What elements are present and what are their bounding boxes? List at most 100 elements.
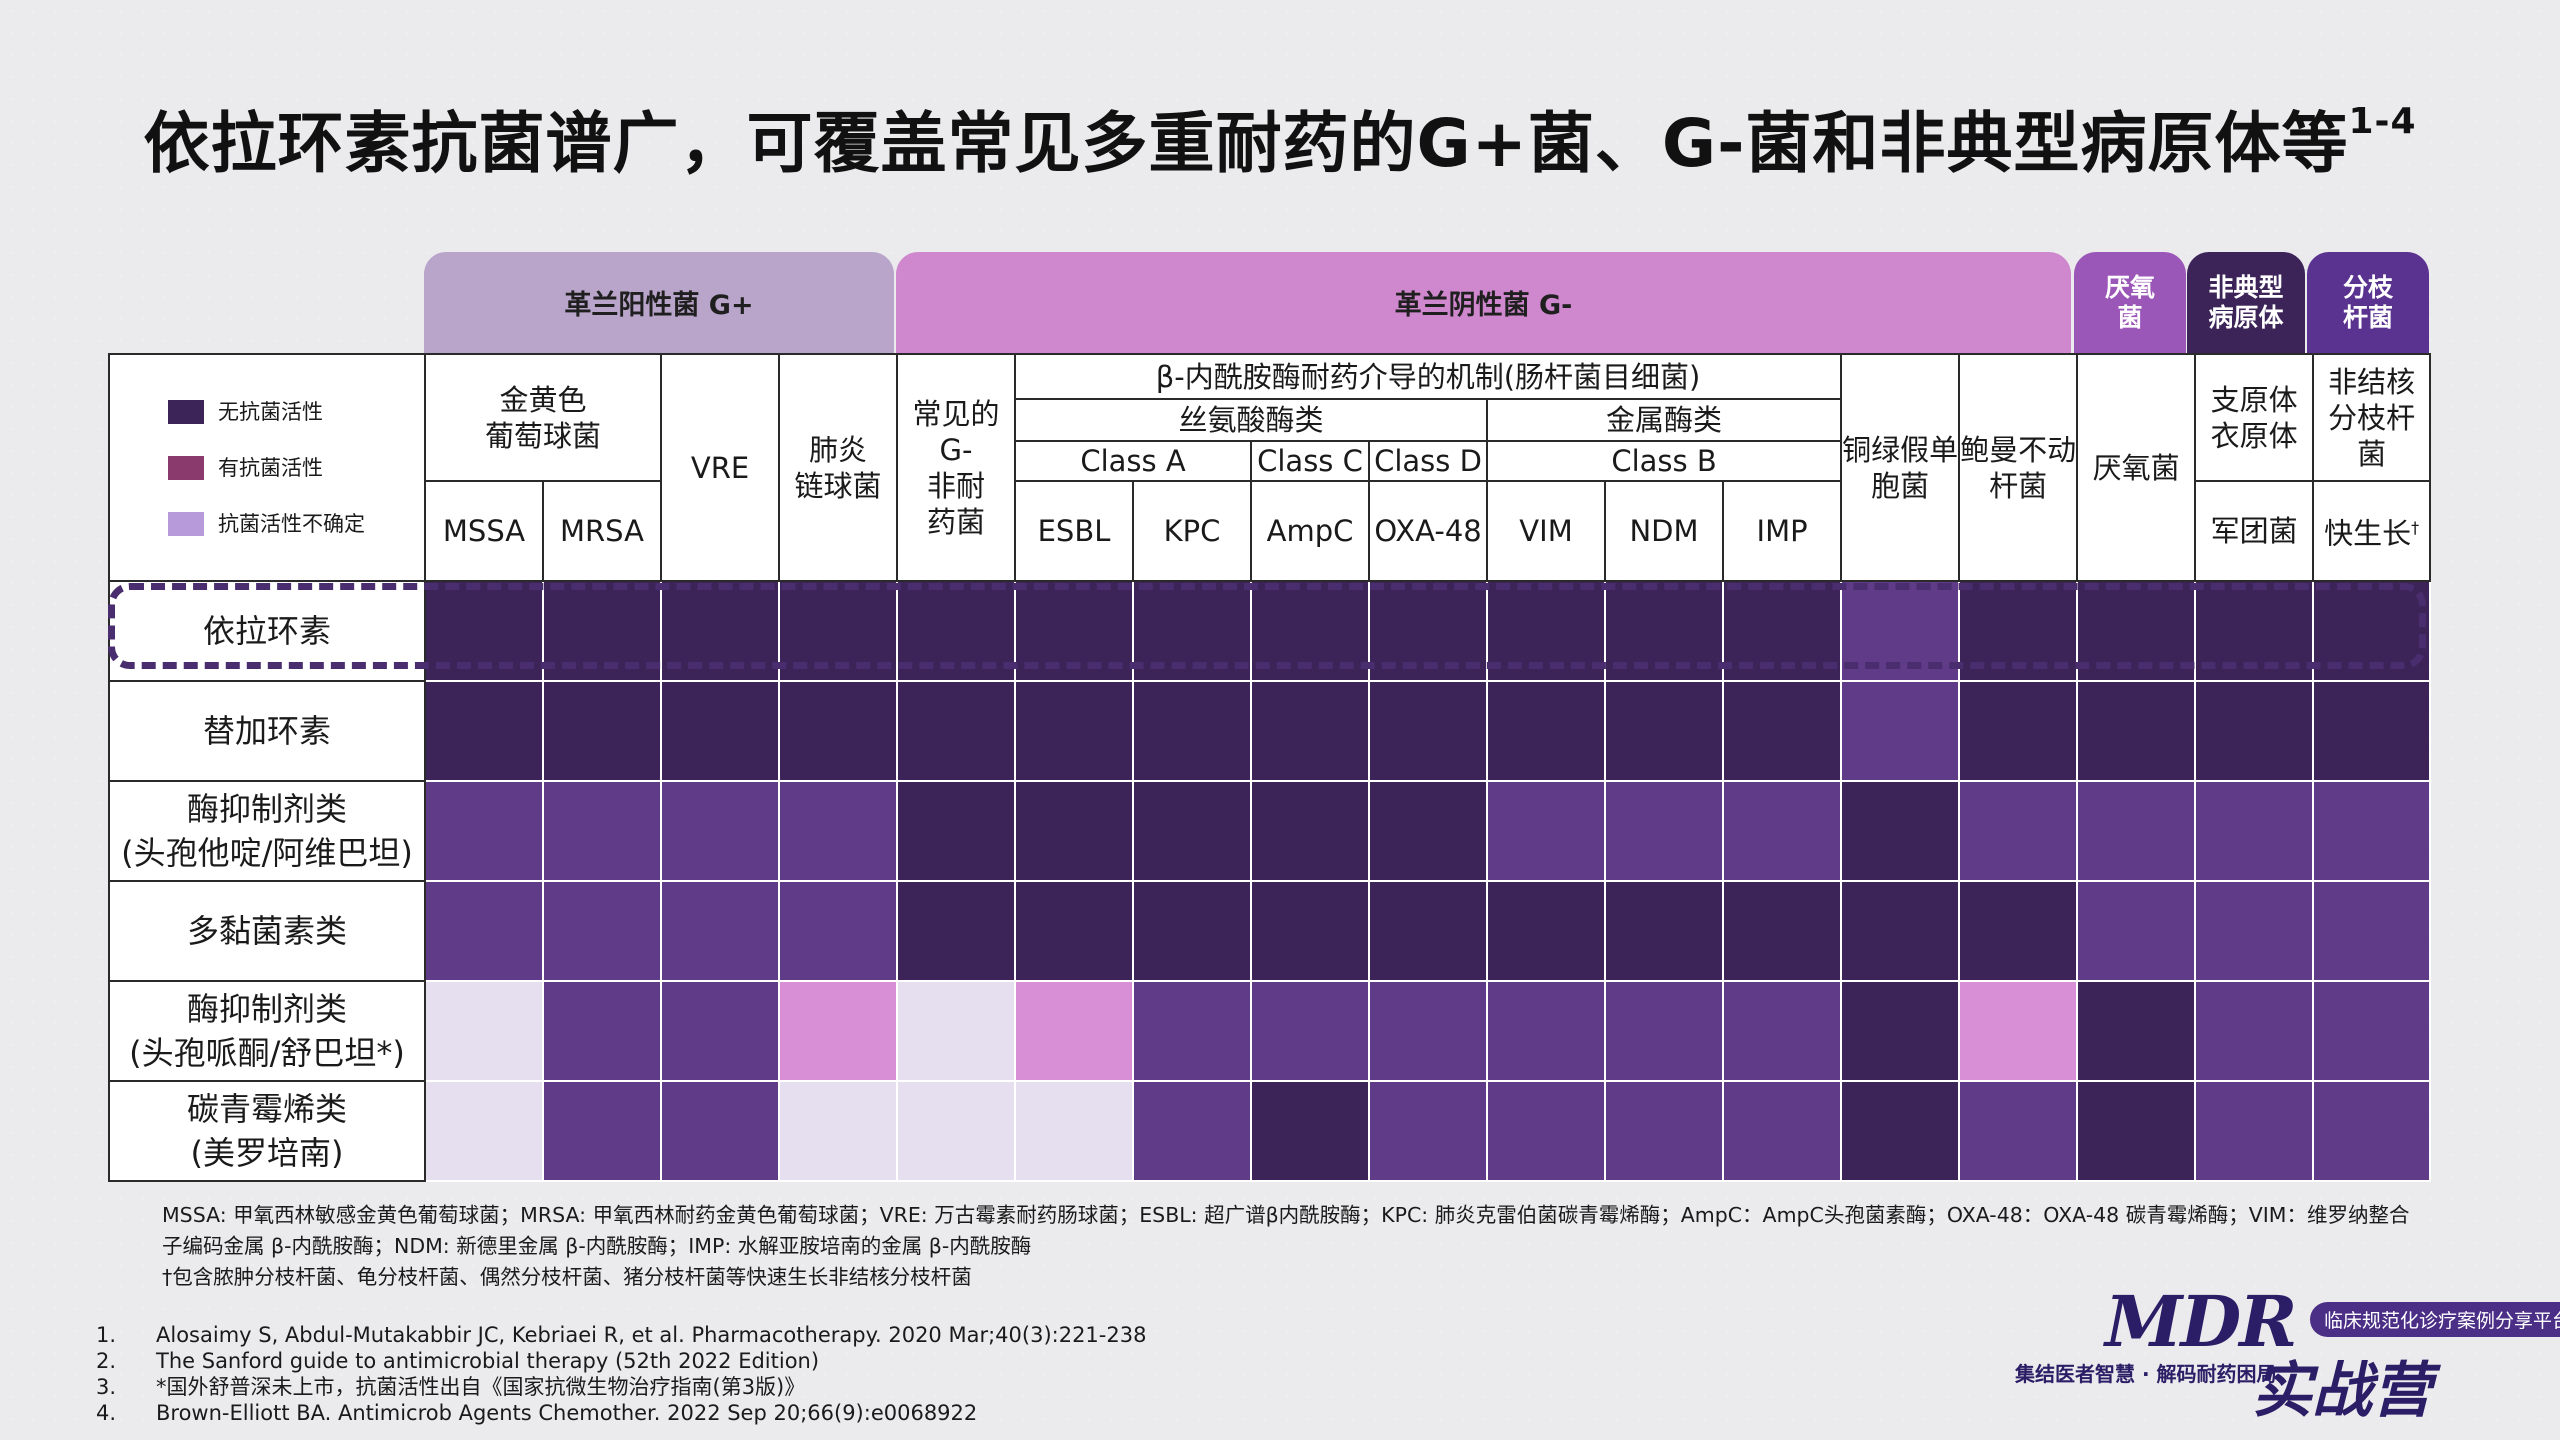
activity-cell [1132, 980, 1253, 1082]
activity-cell [2312, 580, 2432, 682]
activity-cell [1014, 1080, 1135, 1182]
activity-cell [1250, 1080, 1371, 1182]
activity-cell [541, 980, 663, 1082]
activity-cell [1014, 980, 1135, 1082]
references: 1. Alosaimy S, Abdul-Mutakabbir JC, Kebri… [96, 1322, 1146, 1426]
header-kpc: KPC [1132, 480, 1253, 582]
drug-label: 依拉环素 [108, 580, 426, 682]
header-pneumo: 肺炎 链球菌 [778, 353, 899, 582]
header-ampc: AmpC [1250, 480, 1371, 582]
drug-label: 酶抑制剂类 (头孢他啶/阿维巴坦) [108, 780, 426, 882]
logo-camp-text: 实战营 [2252, 1356, 2432, 1426]
legend-item: 无抗菌活性 [168, 394, 323, 430]
header-ndm: NDM [1604, 480, 1725, 582]
activity-cell [778, 780, 899, 882]
header-metallo: 金属酶类 [1486, 398, 1843, 442]
activity-cell [1604, 1080, 1725, 1182]
header-beta-lactamase: β-内酰胺酶耐药介导的机制(肠杆菌目细菌) [1014, 353, 1843, 400]
activity-cell [778, 580, 899, 682]
activity-cell [1014, 880, 1135, 982]
activity-cell [2076, 1080, 2197, 1182]
reference-item: 3. *国外舒普深未上市，抗菌活性出自《国家抗微生物治疗指南(第3版)》 [96, 1375, 806, 1399]
header-pseudomonas: 铜绿假单 胞菌 [1840, 353, 1961, 582]
drug-row: 依拉环素 [108, 580, 2432, 682]
activity-cell [778, 1080, 899, 1182]
activity-cell [1250, 980, 1371, 1082]
header-mssa: MSSA [424, 480, 544, 582]
spectrum-table: 无抗菌活性 有抗菌活性 抗菌活性不确定 金黄色 葡萄球菌 VRE 肺炎 链球菌 常见… [108, 353, 2432, 1182]
header-acinetobacter: 鲍曼不动 杆菌 [1958, 353, 2079, 582]
activity-cell [660, 680, 781, 782]
legend: 无抗菌活性 有抗菌活性 抗菌活性不确定 [110, 394, 424, 542]
header-class-d: Class D [1368, 440, 1489, 482]
activity-cell [896, 680, 1017, 782]
activity-cell [2194, 980, 2315, 1082]
activity-cell [1132, 1080, 1253, 1182]
activity-cell [1958, 580, 2079, 682]
activity-cell [1604, 980, 1725, 1082]
header-oxa48: OXA-48 [1368, 480, 1489, 582]
drug-row: 多黏菌素类 [108, 880, 2432, 982]
activity-cell [1840, 980, 1961, 1082]
header-common-gneg: 常见的 G- 非耐 药菌 [896, 353, 1017, 582]
activity-cell [1368, 580, 1489, 682]
reference-item: 4. Brown-Elliott BA. Antimicrob Agents Ch… [96, 1401, 978, 1425]
activity-cell [2312, 880, 2432, 982]
logo-tagline: 临床规范化诊疗案例分享平台 [2310, 1302, 2560, 1337]
activity-cell [2312, 980, 2432, 1082]
activity-cell [1132, 680, 1253, 782]
header-fast-growing: 快生长† [2312, 480, 2432, 582]
activity-cell [1722, 580, 1843, 682]
activity-cell [1368, 980, 1489, 1082]
activity-cell [2194, 1080, 2315, 1182]
group-mycobacteria: 分枝 杆菌 [2307, 252, 2429, 353]
activity-cell [2194, 680, 2315, 782]
activity-cell [1604, 580, 1725, 682]
drug-label: 多黏菌素类 [108, 880, 426, 982]
activity-cell [660, 980, 781, 1082]
activity-cell [1486, 880, 1607, 982]
activity-cell [1722, 880, 1843, 982]
abbreviation-notes: MSSA: 甲氧西林敏感金黄色葡萄球菌；MRSA: 甲氧西林耐药金黄色葡萄球菌；… [162, 1200, 2422, 1293]
activity-cell [778, 880, 899, 982]
reference-item: 1. Alosaimy S, Abdul-Mutakabbir JC, Kebri… [96, 1323, 1147, 1347]
logo-subtitle: 集结医者智慧 · 解码耐药困局 [2015, 1362, 2277, 1386]
activity-cell [424, 680, 544, 782]
header-ntm: 非结核 分枝杆菌 [2312, 353, 2432, 482]
activity-cell [1014, 780, 1135, 882]
header-staph: 金黄色 葡萄球菌 [423, 353, 663, 482]
activity-cell [424, 980, 544, 1082]
activity-cell [896, 780, 1017, 882]
group-gram-negative: 革兰阴性菌 G- [896, 252, 2071, 353]
header-class-a: Class A [1014, 440, 1253, 482]
activity-cell [2076, 580, 2197, 682]
activity-cell [660, 1080, 781, 1182]
activity-cell [1722, 1080, 1843, 1182]
activity-cell [896, 580, 1017, 682]
activity-cell [1604, 680, 1725, 782]
activity-cell [1486, 780, 1607, 882]
activity-cell [2076, 880, 2197, 982]
activity-cell [2076, 680, 2197, 782]
header-anaerobe: 厌氧菌 [2076, 353, 2197, 582]
mdr-logo: MDR 临床规范化诊疗案例分享平台 集结医者智慧 · 解码耐药困局 实战营 [2010, 1280, 2560, 1426]
legend-swatch-active [168, 455, 204, 480]
activity-cell [1486, 580, 1607, 682]
activity-cell [1132, 580, 1253, 682]
activity-cell [1840, 880, 1961, 982]
activity-cell [424, 880, 544, 982]
header-serine: 丝氨酸酶类 [1014, 398, 1489, 442]
reference-item: 2. The Sanford guide to antimicrobial the… [96, 1349, 820, 1373]
activity-cell [2312, 1080, 2432, 1182]
drug-row: 碳青霉烯类 (美罗培南) [108, 1080, 2432, 1182]
activity-cell [1250, 680, 1371, 782]
activity-cell [1132, 780, 1253, 882]
activity-cell [1840, 680, 1961, 782]
activity-cell [2312, 780, 2432, 882]
activity-cell [424, 580, 544, 682]
activity-cell [1958, 980, 2079, 1082]
activity-cell [1368, 1080, 1489, 1182]
activity-cell [1722, 980, 1843, 1082]
legend-swatch-none [168, 399, 204, 424]
legend-cell: 无抗菌活性 有抗菌活性 抗菌活性不确定 [108, 353, 426, 582]
